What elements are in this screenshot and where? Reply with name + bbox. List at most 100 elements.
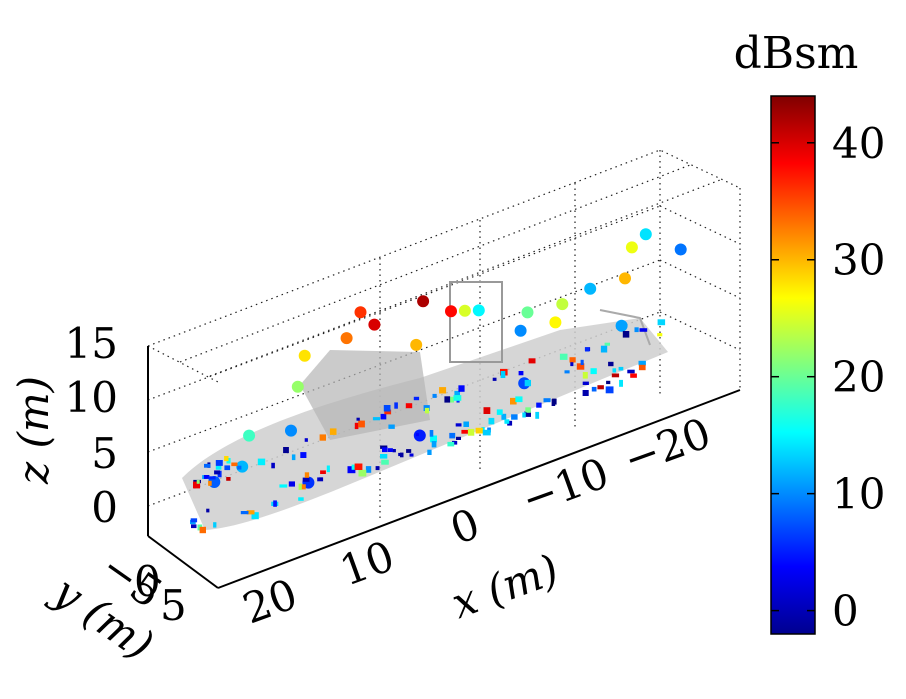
- hull-return-mark: [413, 396, 420, 401]
- hull-return-mark: [213, 522, 217, 528]
- hull-return-mark: [492, 377, 497, 381]
- hull-return-mark: [543, 398, 551, 403]
- hull-return-mark: [273, 500, 277, 507]
- hull-return-mark: [208, 480, 212, 486]
- hull-return-mark: [449, 432, 456, 439]
- hull-return-mark: [453, 395, 462, 401]
- hull-return-mark: [630, 373, 637, 378]
- hull-return-mark: [458, 385, 465, 392]
- scatter-point: [674, 243, 687, 256]
- hull-return-mark: [535, 411, 540, 419]
- hull-return-mark: [500, 371, 506, 378]
- hull-return-mark: [582, 372, 588, 379]
- hull-return-mark: [191, 524, 197, 529]
- hull-return-mark: [206, 508, 210, 513]
- hull-return-mark: [354, 463, 363, 470]
- z-axis-ticks: 0 5 10 15: [65, 319, 118, 532]
- scatter-point: [410, 338, 423, 351]
- hull-return-mark: [591, 386, 597, 392]
- hull-return-mark: [358, 469, 367, 477]
- colorbar-tick-label: 0: [832, 587, 859, 636]
- hull-return-mark: [483, 407, 491, 414]
- hull-return-mark: [452, 440, 458, 445]
- hull-return-mark: [524, 379, 531, 387]
- hull-return-mark: [375, 466, 380, 471]
- hull-return-mark: [611, 373, 620, 378]
- colorbar: dBsm 0 10 20 30 40: [734, 28, 886, 636]
- hull-return-mark: [657, 319, 666, 326]
- gridline: [659, 311, 741, 351]
- hull-return-mark: [326, 465, 330, 473]
- hull-return-mark: [320, 470, 326, 474]
- colorbar-gradient: [770, 95, 816, 635]
- hull-return-mark: [501, 413, 507, 420]
- hull-return-mark: [488, 417, 495, 425]
- hull-return-mark: [279, 484, 288, 488]
- hull-return-mark: [627, 369, 635, 374]
- hull-return-mark: [590, 368, 597, 375]
- gridline: [659, 259, 741, 299]
- hull-return-mark: [510, 397, 517, 405]
- hull-return-mark: [524, 411, 531, 417]
- hull-return-mark: [204, 475, 210, 479]
- hull-return-mark: [237, 465, 242, 470]
- hull-return-mark: [618, 366, 624, 371]
- hull-return-mark: [394, 402, 398, 409]
- hull-return-mark: [392, 449, 396, 453]
- hull-return-mark: [208, 476, 216, 480]
- mast-frame: [449, 281, 503, 363]
- hull-return-mark: [380, 454, 388, 459]
- hull-return-mark: [461, 429, 469, 434]
- hull-return-mark: [482, 429, 491, 436]
- hull-return-mark: [196, 479, 200, 484]
- hull-return-mark: [569, 357, 576, 363]
- hull-return-mark: [622, 331, 630, 338]
- hull-return-mark: [634, 327, 639, 333]
- scatter-point: [445, 305, 457, 318]
- hull-return-marks: [190, 319, 666, 534]
- hull-return-mark: [226, 458, 231, 464]
- hull-return-mark: [380, 413, 387, 420]
- hull-return-mark: [246, 510, 255, 515]
- hull-return-mark: [190, 518, 198, 523]
- colorbar-tick-label: 20: [832, 353, 885, 402]
- hull-return-mark: [612, 368, 617, 373]
- hull-return-mark: [291, 454, 296, 461]
- hull-return-mark: [657, 333, 663, 337]
- hull-return-mark: [347, 466, 356, 474]
- hull-return-mark: [515, 396, 523, 403]
- hull-return-mark: [463, 421, 469, 427]
- hull-return-mark: [580, 359, 584, 365]
- stern-frame: [599, 309, 651, 346]
- hull-return-mark: [226, 477, 231, 481]
- hull-return-mark: [429, 430, 434, 437]
- scatter-point: [472, 304, 485, 317]
- hull-return-mark: [288, 481, 295, 487]
- scatter-point: [340, 332, 353, 345]
- hull-return-mark: [380, 445, 388, 449]
- scatter-point: [556, 298, 569, 311]
- ship-silhouette: [182, 281, 668, 530]
- hull-return-mark: [381, 459, 389, 465]
- hull-return-mark: [496, 409, 503, 415]
- hull-return-mark: [536, 402, 542, 408]
- hull-return-mark: [424, 407, 430, 414]
- hull-return-mark: [251, 512, 259, 520]
- hull-return-mark: [400, 452, 404, 458]
- hull-return-mark: [585, 347, 590, 352]
- scatter-point: [298, 349, 311, 362]
- hull-return-mark: [439, 387, 447, 394]
- hull-return-mark: [639, 328, 648, 332]
- hull-return-mark: [409, 453, 414, 457]
- hull-return-mark: [604, 342, 610, 346]
- hull-return-mark: [454, 390, 460, 396]
- hull-return-mark: [597, 385, 604, 390]
- hull-return-mark: [570, 362, 574, 367]
- hull-return-mark: [619, 379, 623, 387]
- hull-return-mark: [300, 452, 307, 458]
- hull-return-mark: [522, 412, 526, 418]
- hull-return-mark: [193, 481, 201, 489]
- hull-return-mark: [582, 390, 589, 396]
- axes: [147, 346, 741, 589]
- hull-return-mark: [319, 434, 326, 441]
